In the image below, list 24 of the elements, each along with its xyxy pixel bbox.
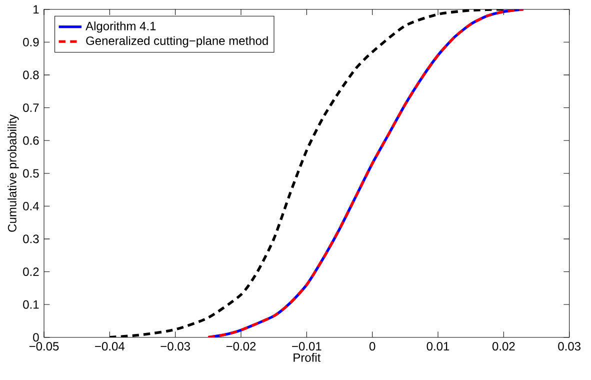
x-tick-label: −0.01: [292, 342, 322, 351]
x-axis-title: Profit: [294, 353, 321, 362]
y-tick-label: 0.5: [23, 169, 39, 178]
y-tick-label: 0.1: [23, 300, 39, 309]
y-tick-label: 0.2: [23, 267, 39, 276]
y-tick-label: 1: [34, 5, 39, 14]
legend-label: Generalized cutting−plane method: [86, 36, 268, 48]
legend-label: Algorithm 4.1: [86, 21, 156, 33]
x-tick-label: −0.03: [160, 342, 190, 351]
x-tick-label: −0.04: [95, 342, 124, 351]
y-tick-label: 0.8: [23, 70, 39, 80]
x-tick-label: 0.03: [558, 342, 580, 351]
y-tick-label: 0: [33, 333, 39, 342]
y-tick-label: 0.3: [23, 234, 39, 244]
y-tick-label: 0.4: [23, 202, 39, 210]
x-tick-label: 0.01: [426, 342, 450, 351]
x-tick-label: −0.05: [29, 342, 59, 351]
y-tick-label: 0.9: [23, 38, 39, 46]
x-tick-label: −0.02: [226, 342, 256, 351]
y-axis-title: Cumulative probability: [8, 114, 19, 232]
y-tick-label: 0.7: [23, 103, 39, 112]
y-tick-label: 0.6: [23, 136, 39, 145]
x-tick-label: 0.02: [492, 342, 515, 351]
x-tick-label: 0: [369, 342, 376, 351]
